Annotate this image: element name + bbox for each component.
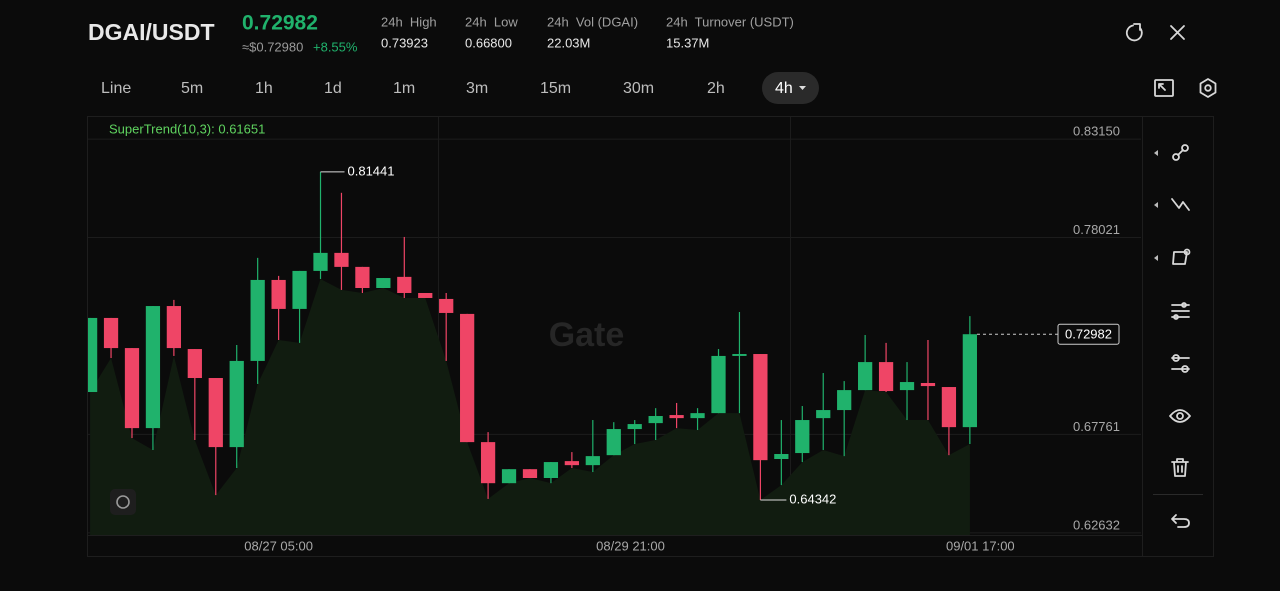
candle-body bbox=[460, 313, 475, 443]
candle-body bbox=[439, 298, 454, 313]
timeframe-tab[interactable]: Line bbox=[101, 80, 131, 97]
x-tick-label: 08/27 05:00 bbox=[244, 538, 313, 553]
candle-body bbox=[627, 424, 642, 430]
candle-body bbox=[795, 420, 810, 454]
candle-body bbox=[669, 415, 684, 419]
dropdown-caret bbox=[799, 86, 806, 90]
timeframe-tab[interactable]: 1m bbox=[393, 80, 415, 97]
candle-body bbox=[899, 382, 915, 391]
stat-label: 24h Vol (DGAI) bbox=[547, 14, 638, 29]
y-tick-label: 0.67761 bbox=[1073, 419, 1120, 434]
candle-body bbox=[124, 348, 140, 429]
y-tick-label: 0.83150 bbox=[1073, 124, 1120, 139]
watermark: Gate bbox=[549, 316, 625, 354]
last-price: 0.72982 bbox=[242, 12, 318, 35]
candle-body bbox=[418, 292, 433, 298]
timeframe-tab[interactable]: 1d bbox=[324, 80, 342, 97]
pair-title: DGAI/USDT bbox=[88, 19, 215, 45]
delete-button[interactable] bbox=[1171, 458, 1189, 477]
candle-body bbox=[166, 306, 182, 349]
candle-body bbox=[585, 456, 600, 466]
candle-body bbox=[564, 461, 579, 466]
price-change: +8.55% bbox=[313, 39, 358, 54]
x-tick-label: 09/01 17:00 bbox=[946, 538, 1015, 553]
timeframe-tab[interactable]: 3m bbox=[466, 80, 488, 97]
indicator-settings[interactable] bbox=[1171, 302, 1190, 320]
stat-value: 15.37M bbox=[666, 35, 709, 50]
candle-body bbox=[858, 362, 873, 391]
close-button[interactable] bbox=[1170, 25, 1185, 40]
trend-line-tool[interactable] bbox=[1172, 144, 1189, 161]
candle-body bbox=[334, 252, 349, 267]
settings-button[interactable] bbox=[1199, 78, 1217, 98]
candle-body bbox=[271, 279, 286, 309]
stat-label: 24h Turnover (USDT) bbox=[666, 14, 794, 29]
candle-body bbox=[103, 317, 119, 349]
stat-value: 0.73923 bbox=[381, 35, 428, 50]
timeframe-tab[interactable]: 15m bbox=[540, 80, 571, 97]
candle-body bbox=[962, 334, 977, 428]
supertrend-area bbox=[90, 278, 970, 535]
y-tick-label: 0.78021 bbox=[1073, 222, 1120, 237]
candle-body bbox=[250, 279, 265, 361]
stat-value: 22.03M bbox=[547, 35, 590, 50]
stat-value: 0.66800 bbox=[465, 35, 512, 50]
candle-body bbox=[480, 442, 496, 484]
drawing-toggle[interactable] bbox=[110, 489, 136, 515]
candle-body bbox=[313, 252, 328, 271]
candle-body bbox=[397, 276, 412, 293]
active-tab-bg bbox=[762, 72, 819, 104]
usd-price: ≈$0.72980 bbox=[242, 39, 303, 54]
low-label: 0.64342 bbox=[789, 491, 836, 506]
stat-label: 24h Low bbox=[465, 14, 518, 29]
candle-body bbox=[648, 416, 663, 424]
candle-body bbox=[816, 410, 831, 419]
price-box bbox=[1057, 323, 1120, 345]
candle-body bbox=[732, 354, 747, 356]
candle-body bbox=[753, 354, 768, 461]
chart-frame bbox=[87, 116, 1214, 557]
candle-body bbox=[88, 317, 98, 393]
shape-tool[interactable] bbox=[1172, 248, 1191, 265]
refresh-button[interactable] bbox=[1125, 23, 1143, 42]
timeframe-tab[interactable]: 2h bbox=[707, 80, 725, 97]
timeframe-tab[interactable]: 1h bbox=[255, 80, 273, 97]
indicator-label: SuperTrend(10,3): 0.61651 bbox=[109, 121, 265, 136]
candle-body bbox=[355, 266, 370, 288]
fullscreen-button[interactable] bbox=[1154, 79, 1174, 97]
candle-body bbox=[711, 355, 726, 414]
candle-body bbox=[690, 413, 705, 419]
candle-body bbox=[920, 383, 936, 387]
candle-body bbox=[543, 462, 559, 478]
candle-body bbox=[229, 360, 244, 448]
sidebar-carets bbox=[1154, 150, 1158, 261]
undo-button[interactable] bbox=[1171, 514, 1190, 528]
candle-body bbox=[501, 469, 517, 484]
y-tick-label: 0.62632 bbox=[1073, 517, 1120, 532]
candle-body bbox=[941, 387, 957, 428]
visibility-toggle[interactable] bbox=[1169, 409, 1191, 423]
candle-body bbox=[837, 390, 852, 411]
candle-body bbox=[145, 306, 161, 429]
candle-body bbox=[376, 278, 391, 288]
timeframe-tab[interactable]: 4h bbox=[775, 80, 793, 97]
candle-body bbox=[208, 378, 223, 448]
candle-body bbox=[774, 454, 789, 459]
x-tick-label: 08/29 21:00 bbox=[596, 538, 665, 553]
candle-body bbox=[878, 362, 894, 392]
candle-body bbox=[292, 270, 307, 309]
candlestick-chart: Gate 0.83150 0.78021 0.67761 0.62632 08/27 05… bbox=[88, 124, 1141, 553]
candle-body bbox=[606, 429, 621, 456]
price-box-label: 0.72982 bbox=[1065, 327, 1112, 342]
timeframe-tab[interactable]: 30m bbox=[623, 80, 654, 97]
candle-body bbox=[187, 349, 202, 379]
fib-tool[interactable] bbox=[1171, 198, 1190, 211]
candle-body bbox=[522, 469, 538, 478]
timeframe-tab[interactable]: 5m bbox=[181, 80, 203, 97]
layers-tool[interactable] bbox=[1171, 354, 1190, 373]
stat-label: 24h High bbox=[381, 14, 437, 29]
high-label: 0.81441 bbox=[348, 163, 395, 178]
